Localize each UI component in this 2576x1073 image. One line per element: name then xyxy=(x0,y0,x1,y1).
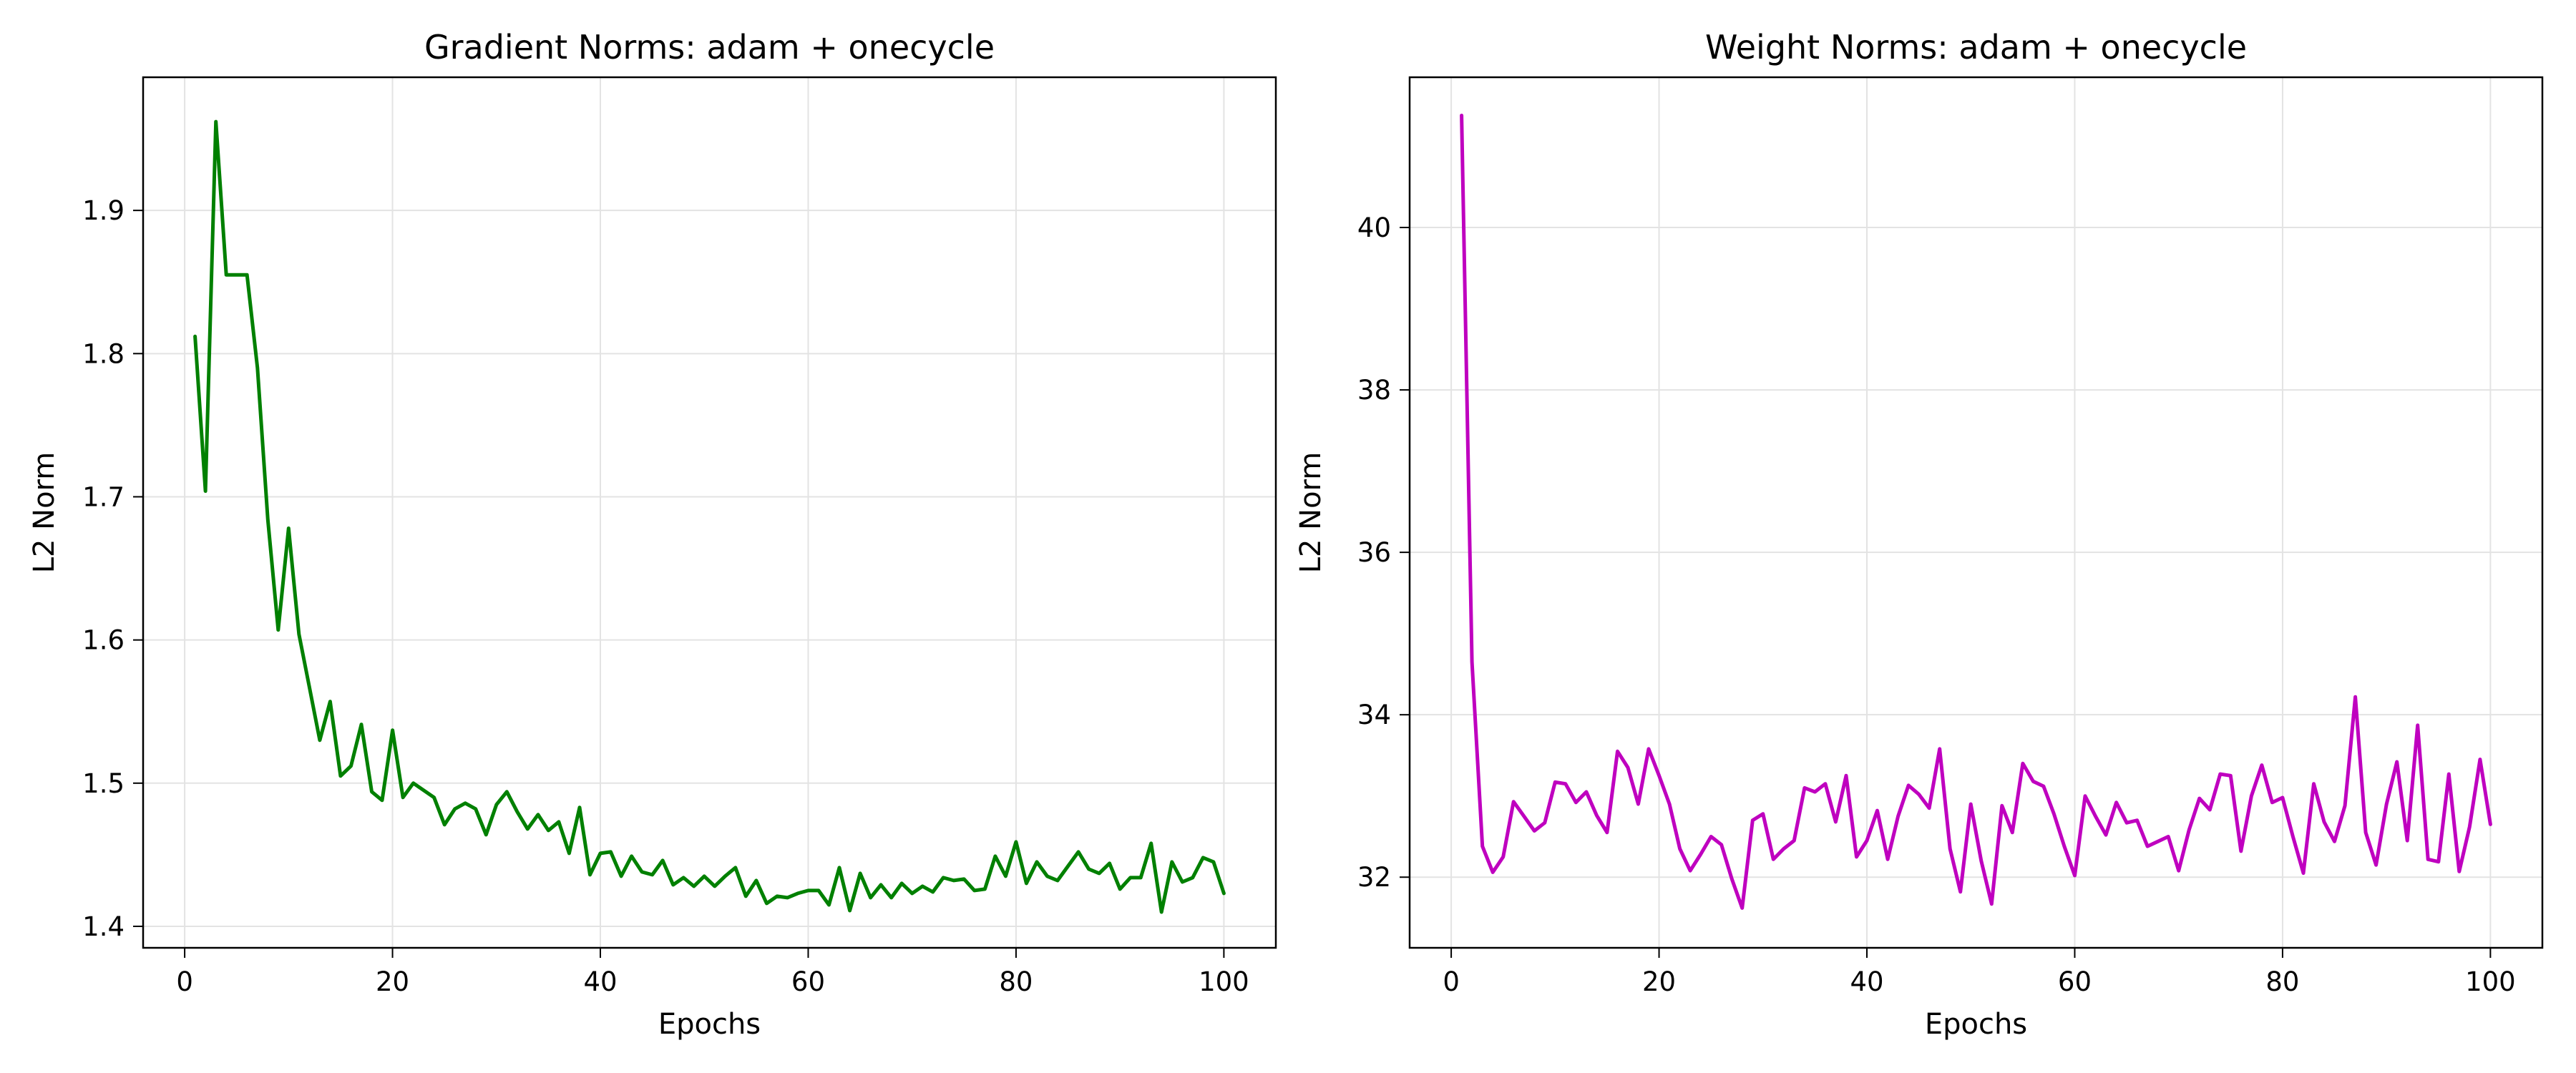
gradient-norms-y-tick-label: 1.9 xyxy=(82,195,125,226)
weight-norms-y-tick-label: 40 xyxy=(1357,212,1391,243)
weight-norms-x-tick-label: 40 xyxy=(1850,966,1883,997)
weight-norms-y-tick-label: 36 xyxy=(1357,537,1391,568)
weight-norms-x-tick-label: 0 xyxy=(1443,966,1460,997)
weight-norms-x-tick-label: 60 xyxy=(2058,966,2092,997)
gradient-norms-y-axis-label: L2 Norm xyxy=(28,452,61,574)
weight-norms-panel: 0 20 40 60 80 100 32 34 36 38 40 Weight Norms: ada… xyxy=(1294,28,2544,1041)
gradient-norms-y-tick-label: 1.5 xyxy=(82,768,125,799)
weight-norms-axes-frame xyxy=(1408,76,2544,949)
weight-norms-y-tick-label: 32 xyxy=(1357,862,1391,893)
weight-norms-ticks: 0 20 40 60 80 100 32 34 36 38 40 xyxy=(1357,212,2516,997)
gradient-norms-title: Gradient Norms: adam + onecycle xyxy=(424,28,995,67)
gradient-norms-x-tick-label: 80 xyxy=(999,966,1033,997)
gradient-norms-x-axis-label: Epochs xyxy=(658,1008,761,1041)
gradient-norms-panel: 0 20 40 60 80 100 1.4 1.5 1.6 1.7 1.8 1.9 Gradient … xyxy=(28,28,1277,1041)
gradient-norms-series-line xyxy=(193,119,1226,914)
weight-norms-x-tick-label: 80 xyxy=(2265,966,2299,997)
gradient-norms-x-tick-label: 20 xyxy=(376,966,409,997)
weight-norms-y-tick-label: 34 xyxy=(1357,700,1391,730)
gradient-norms-y-tick-label: 1.7 xyxy=(82,481,125,512)
weight-norms-y-axis-label: L2 Norm xyxy=(1294,452,1327,574)
weight-norms-x-tick-label: 100 xyxy=(2465,966,2516,997)
gradient-norms-y-tick-label: 1.8 xyxy=(82,338,125,369)
gradient-norms-grid xyxy=(143,77,1276,948)
weight-norms-title: Weight Norms: adam + onecycle xyxy=(1705,28,2247,67)
gradient-norms-ticks: 0 20 40 60 80 100 1.4 1.5 1.6 1.7 1.8 1.9 xyxy=(82,195,1249,997)
gradient-norms-axes-frame xyxy=(142,76,1277,949)
gradient-norms-series xyxy=(193,119,1226,914)
weight-norms-x-axis-label: Epochs xyxy=(1925,1008,2027,1041)
weight-norms-x-tick-label: 20 xyxy=(1642,966,1676,997)
gradient-norms-x-tick-label: 0 xyxy=(176,966,193,997)
gradient-norms-x-tick-label: 100 xyxy=(1199,966,1249,997)
gradient-norms-y-tick-label: 1.6 xyxy=(82,625,125,656)
gradient-norms-x-tick-label: 40 xyxy=(583,966,617,997)
weight-norms-series-line xyxy=(1460,113,2492,910)
weight-norms-series xyxy=(1460,113,2492,910)
weight-norms-y-tick-label: 38 xyxy=(1357,375,1391,406)
gradient-norms-x-tick-label: 60 xyxy=(791,966,825,997)
gradient-norms-y-tick-label: 1.4 xyxy=(82,911,125,942)
